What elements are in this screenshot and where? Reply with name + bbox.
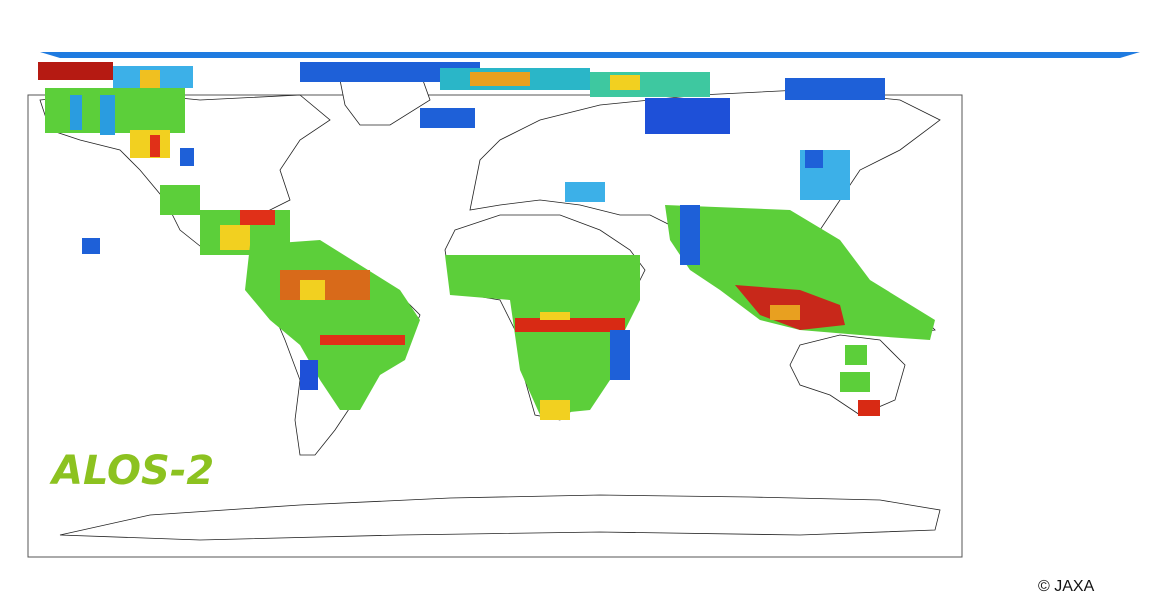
- patch: [540, 312, 570, 320]
- patch: [840, 372, 870, 392]
- patch: [160, 185, 200, 215]
- patch: [300, 360, 318, 390]
- patch: [470, 72, 530, 86]
- patch: [70, 95, 82, 130]
- patch: [100, 95, 115, 135]
- patch: [610, 75, 640, 90]
- patch: [665, 205, 935, 340]
- patch: [515, 318, 625, 332]
- patch: [540, 400, 570, 420]
- patch: [590, 72, 710, 97]
- patch: [610, 330, 630, 380]
- copyright: © JAXA: [1038, 578, 1095, 595]
- patch: [420, 108, 475, 128]
- patch: [845, 345, 867, 365]
- logo: ALOS-2: [49, 448, 214, 494]
- patch: [785, 78, 885, 100]
- patch: [565, 182, 605, 202]
- patch: [180, 148, 194, 166]
- patch: [858, 400, 880, 416]
- patch: [300, 62, 480, 82]
- patch: [38, 62, 113, 80]
- patch: [445, 255, 640, 415]
- patch: [82, 238, 100, 254]
- patch: [150, 135, 160, 157]
- coverage: [38, 52, 1140, 420]
- patch: [220, 225, 250, 250]
- patch: [680, 205, 700, 265]
- patch: [240, 210, 275, 225]
- patch: [300, 280, 325, 300]
- patch: [770, 305, 800, 320]
- patch: [805, 150, 823, 168]
- polar-strip: [40, 52, 1140, 58]
- patch: [645, 98, 730, 134]
- patch: [320, 335, 405, 345]
- patch: [140, 70, 160, 88]
